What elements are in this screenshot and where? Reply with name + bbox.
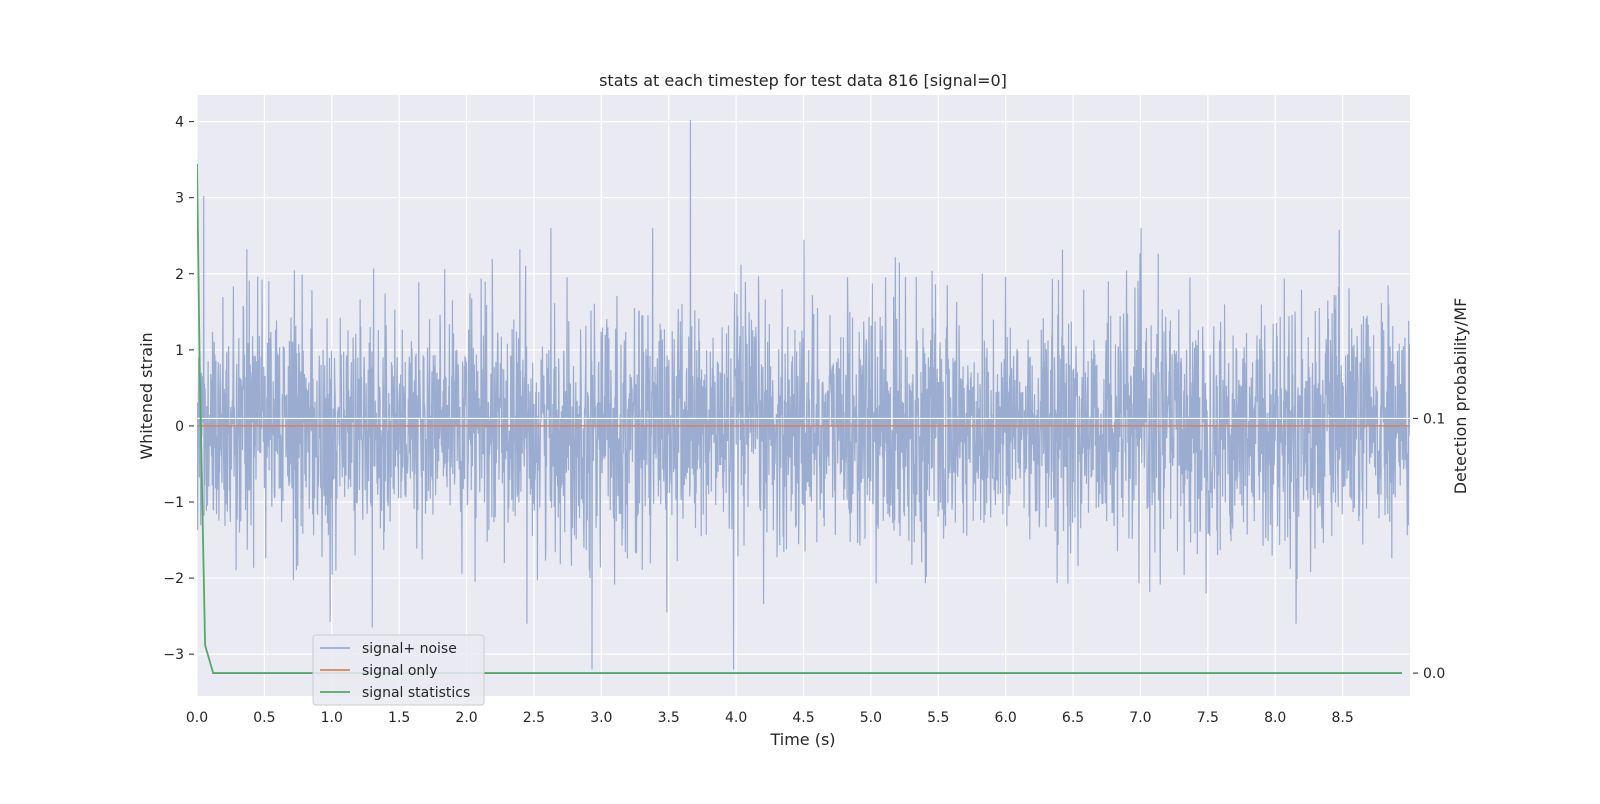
legend-box [312,634,485,706]
y-tick-label: 3 [175,191,184,207]
y-tick-label: −3 [163,647,184,663]
x-tick-label: 1.0 [321,710,343,726]
y-tick-label: −2 [163,571,184,587]
x-tick-label: 5.0 [860,710,882,726]
y-tick-label: 2 [175,267,184,283]
y-tick-label: 4 [175,115,184,131]
x-tick-label: 1.5 [388,710,410,726]
x-tick-label: 2.5 [523,710,545,726]
tick-labels: 0.0 0.5 1.0 1.5 2.0 2.5 3.0 3.5 4.0 4.5 5.0 5.5 6.0 6… [163,115,1445,726]
y-tick-label: 0 [175,419,184,435]
legend: signal+ noise signal only signal statistic… [312,634,485,706]
x-axis-label: Time (s) [769,730,835,749]
chart-title: stats at each timestep for test data 816… [599,71,1007,90]
x-tick-label: 8.0 [1264,710,1286,726]
x-tick-label: 8.5 [1331,710,1353,726]
x-tick-label: 3.0 [590,710,612,726]
x-tick-label: 6.0 [995,710,1017,726]
y2-tick-label: 0.0 [1423,666,1445,682]
legend-label: signal only [362,663,437,679]
x-tick-label: 6.5 [1062,710,1084,726]
legend-label: signal statistics [362,685,470,701]
y2-tick-label: 0.1 [1423,411,1445,427]
x-tick-label: 4.5 [792,710,814,726]
x-tick-label: 5.5 [927,710,949,726]
y-axis-label: Whitened strain [137,332,156,459]
x-tick-label: 3.5 [658,710,680,726]
x-tick-label: 0.5 [253,710,275,726]
y2-axis-label: Detection probability/MF [1451,298,1470,495]
y-tick-label: −1 [163,495,184,511]
x-tick-label: 2.0 [455,710,477,726]
x-tick-label: 7.5 [1197,710,1219,726]
y-tick-label: 1 [175,343,184,359]
legend-label: signal+ noise [362,641,457,657]
x-tick-label: 7.0 [1129,710,1151,726]
series-signal-noise-line [197,120,1410,670]
x-tick-label: 4.0 [725,710,747,726]
x-tick-label: 0.0 [186,710,208,726]
